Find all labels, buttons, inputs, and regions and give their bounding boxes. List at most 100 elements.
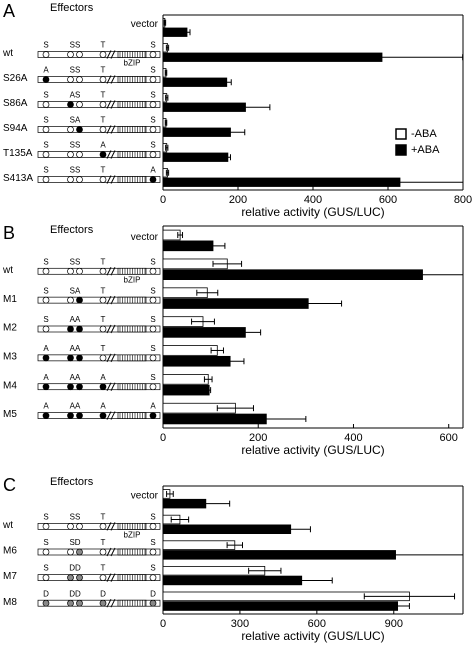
site xyxy=(99,296,107,304)
site xyxy=(99,267,107,275)
x-tick-label: 600 xyxy=(379,194,397,206)
heading: Effectors xyxy=(50,476,94,488)
break-mark xyxy=(106,150,112,159)
site-label: S xyxy=(43,538,48,547)
site-label: SS xyxy=(70,41,81,50)
site xyxy=(149,101,157,108)
site xyxy=(149,76,157,83)
construct-backbone xyxy=(37,296,161,304)
site xyxy=(42,267,50,275)
construct-backbone xyxy=(37,76,161,83)
site xyxy=(99,574,107,581)
break-mark xyxy=(106,100,112,109)
site xyxy=(42,76,50,83)
site xyxy=(99,151,107,158)
panel-label: A xyxy=(3,1,15,21)
site-label: D xyxy=(150,589,156,598)
bar xyxy=(162,601,399,611)
site xyxy=(99,101,107,108)
break-mark xyxy=(106,353,112,363)
construct-backbone xyxy=(37,523,161,530)
site xyxy=(149,574,157,581)
site xyxy=(149,51,157,58)
site xyxy=(76,176,83,183)
site-label: DD xyxy=(69,589,81,598)
site xyxy=(42,325,50,333)
bzip-box xyxy=(117,548,147,556)
site-label: T xyxy=(101,91,106,100)
heading: Effectors xyxy=(50,2,94,14)
site-label: SA xyxy=(70,286,81,295)
site-label: T xyxy=(101,344,106,353)
site-label: A xyxy=(43,344,49,353)
row-label: S413A xyxy=(3,173,33,184)
site xyxy=(76,296,83,304)
site-label: T xyxy=(101,116,106,125)
site-label: T xyxy=(101,564,106,573)
bar xyxy=(162,27,188,37)
bzip-box xyxy=(117,76,147,83)
site xyxy=(76,126,83,133)
site-label: S xyxy=(150,257,155,266)
construct-backbone xyxy=(37,267,161,275)
site xyxy=(42,176,50,183)
site xyxy=(149,548,157,556)
site-label: SS xyxy=(70,513,81,522)
x-tick-label: 0 xyxy=(160,432,166,444)
site xyxy=(76,51,83,58)
site-label: SA xyxy=(70,116,81,125)
row-label: wt xyxy=(2,265,13,276)
bar xyxy=(162,77,228,87)
bzip-box xyxy=(117,267,147,275)
row-label: wt xyxy=(2,48,13,59)
site-label: S xyxy=(150,538,155,547)
bzip-box xyxy=(117,523,147,530)
site xyxy=(76,151,83,158)
break-mark xyxy=(110,175,116,184)
site-label: S xyxy=(150,116,155,125)
site xyxy=(67,151,74,158)
break-mark xyxy=(110,75,116,84)
site-label: A xyxy=(43,402,49,411)
x-tick-label: 0 xyxy=(160,194,166,206)
site xyxy=(42,51,50,58)
site-label: S xyxy=(150,66,155,75)
break-mark xyxy=(106,411,112,420)
construct-backbone xyxy=(37,354,161,362)
break-mark xyxy=(110,100,116,109)
break-mark xyxy=(110,150,116,159)
bzip-box xyxy=(117,325,147,333)
site-label: S xyxy=(43,116,48,125)
site-label: S xyxy=(43,141,48,150)
break-mark xyxy=(106,522,112,531)
construct-backbone xyxy=(37,51,161,58)
bzip-box xyxy=(117,51,147,58)
site xyxy=(42,523,50,530)
site xyxy=(67,126,74,133)
break-mark xyxy=(110,522,116,531)
x-tick-label: 800 xyxy=(454,194,472,206)
break-mark xyxy=(106,295,112,305)
row-label: vector xyxy=(131,19,159,30)
site xyxy=(99,383,107,391)
site-label: A xyxy=(150,166,156,175)
site-label: S xyxy=(43,513,48,522)
site-label: D xyxy=(43,589,49,598)
break-mark xyxy=(106,267,112,276)
site-label: T xyxy=(101,41,106,50)
site-label: S xyxy=(150,315,155,324)
site xyxy=(67,383,74,391)
x-tick-label: 0 xyxy=(160,618,166,630)
construct-backbone xyxy=(37,383,161,391)
site-label: T xyxy=(101,257,106,266)
break-mark xyxy=(106,50,112,59)
row-label: M2 xyxy=(3,323,17,334)
row-label: M3 xyxy=(3,351,17,362)
break-mark xyxy=(110,125,116,134)
site-label: D xyxy=(100,589,106,598)
site xyxy=(76,574,83,581)
site-label: S xyxy=(150,564,155,573)
site xyxy=(67,325,74,333)
bar xyxy=(162,384,210,396)
domain-label: bZIP xyxy=(124,275,141,284)
